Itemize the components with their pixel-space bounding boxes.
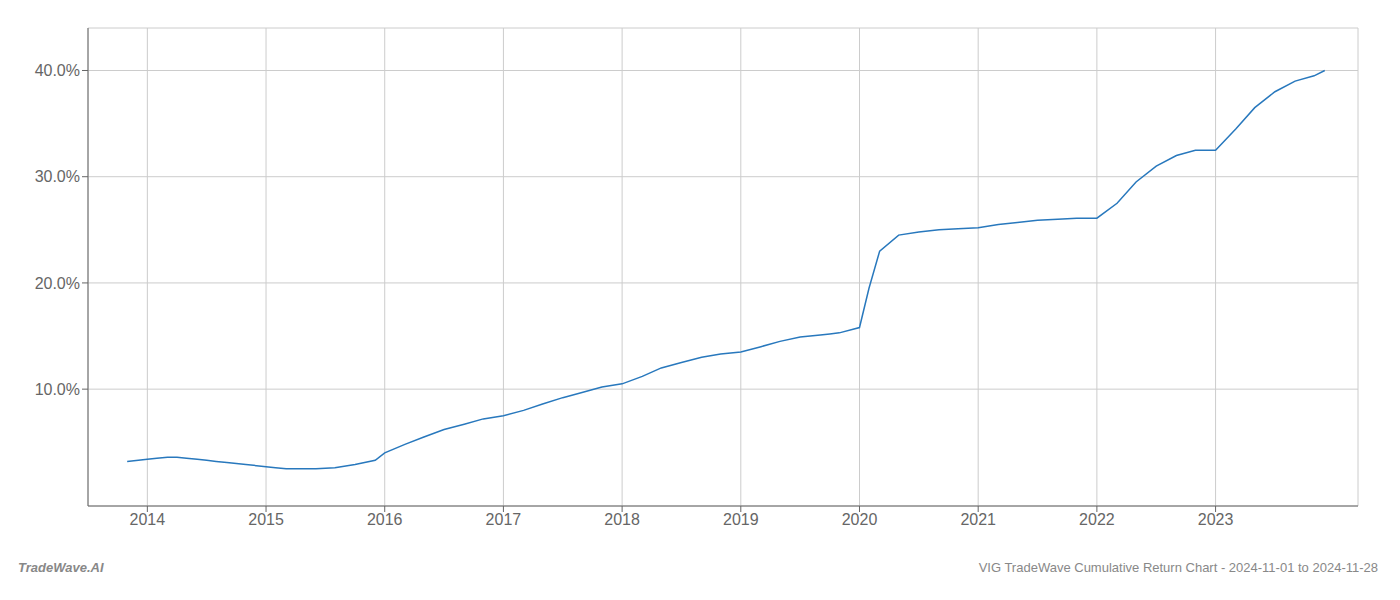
svg-text:10.0%: 10.0% xyxy=(35,381,80,398)
svg-text:40.0%: 40.0% xyxy=(35,62,80,79)
svg-text:2021: 2021 xyxy=(960,511,996,528)
svg-text:2023: 2023 xyxy=(1198,511,1234,528)
svg-text:20.0%: 20.0% xyxy=(35,275,80,292)
html-text:TradeWave.AI: TradeWave.AI xyxy=(18,560,104,575)
svg-text:2016: 2016 xyxy=(367,511,403,528)
svg-text:2020: 2020 xyxy=(842,511,878,528)
svg-text:2017: 2017 xyxy=(486,511,522,528)
svg-text:2019: 2019 xyxy=(723,511,759,528)
svg-text:2018: 2018 xyxy=(604,511,640,528)
svg-text:2022: 2022 xyxy=(1079,511,1115,528)
html-text:VIG TradeWave Cumulative Retur: VIG TradeWave Cumulative Return Chart - … xyxy=(978,560,1378,575)
svg-text:2014: 2014 xyxy=(130,511,166,528)
svg-text:30.0%: 30.0% xyxy=(35,168,80,185)
svg-text:2015: 2015 xyxy=(248,511,284,528)
